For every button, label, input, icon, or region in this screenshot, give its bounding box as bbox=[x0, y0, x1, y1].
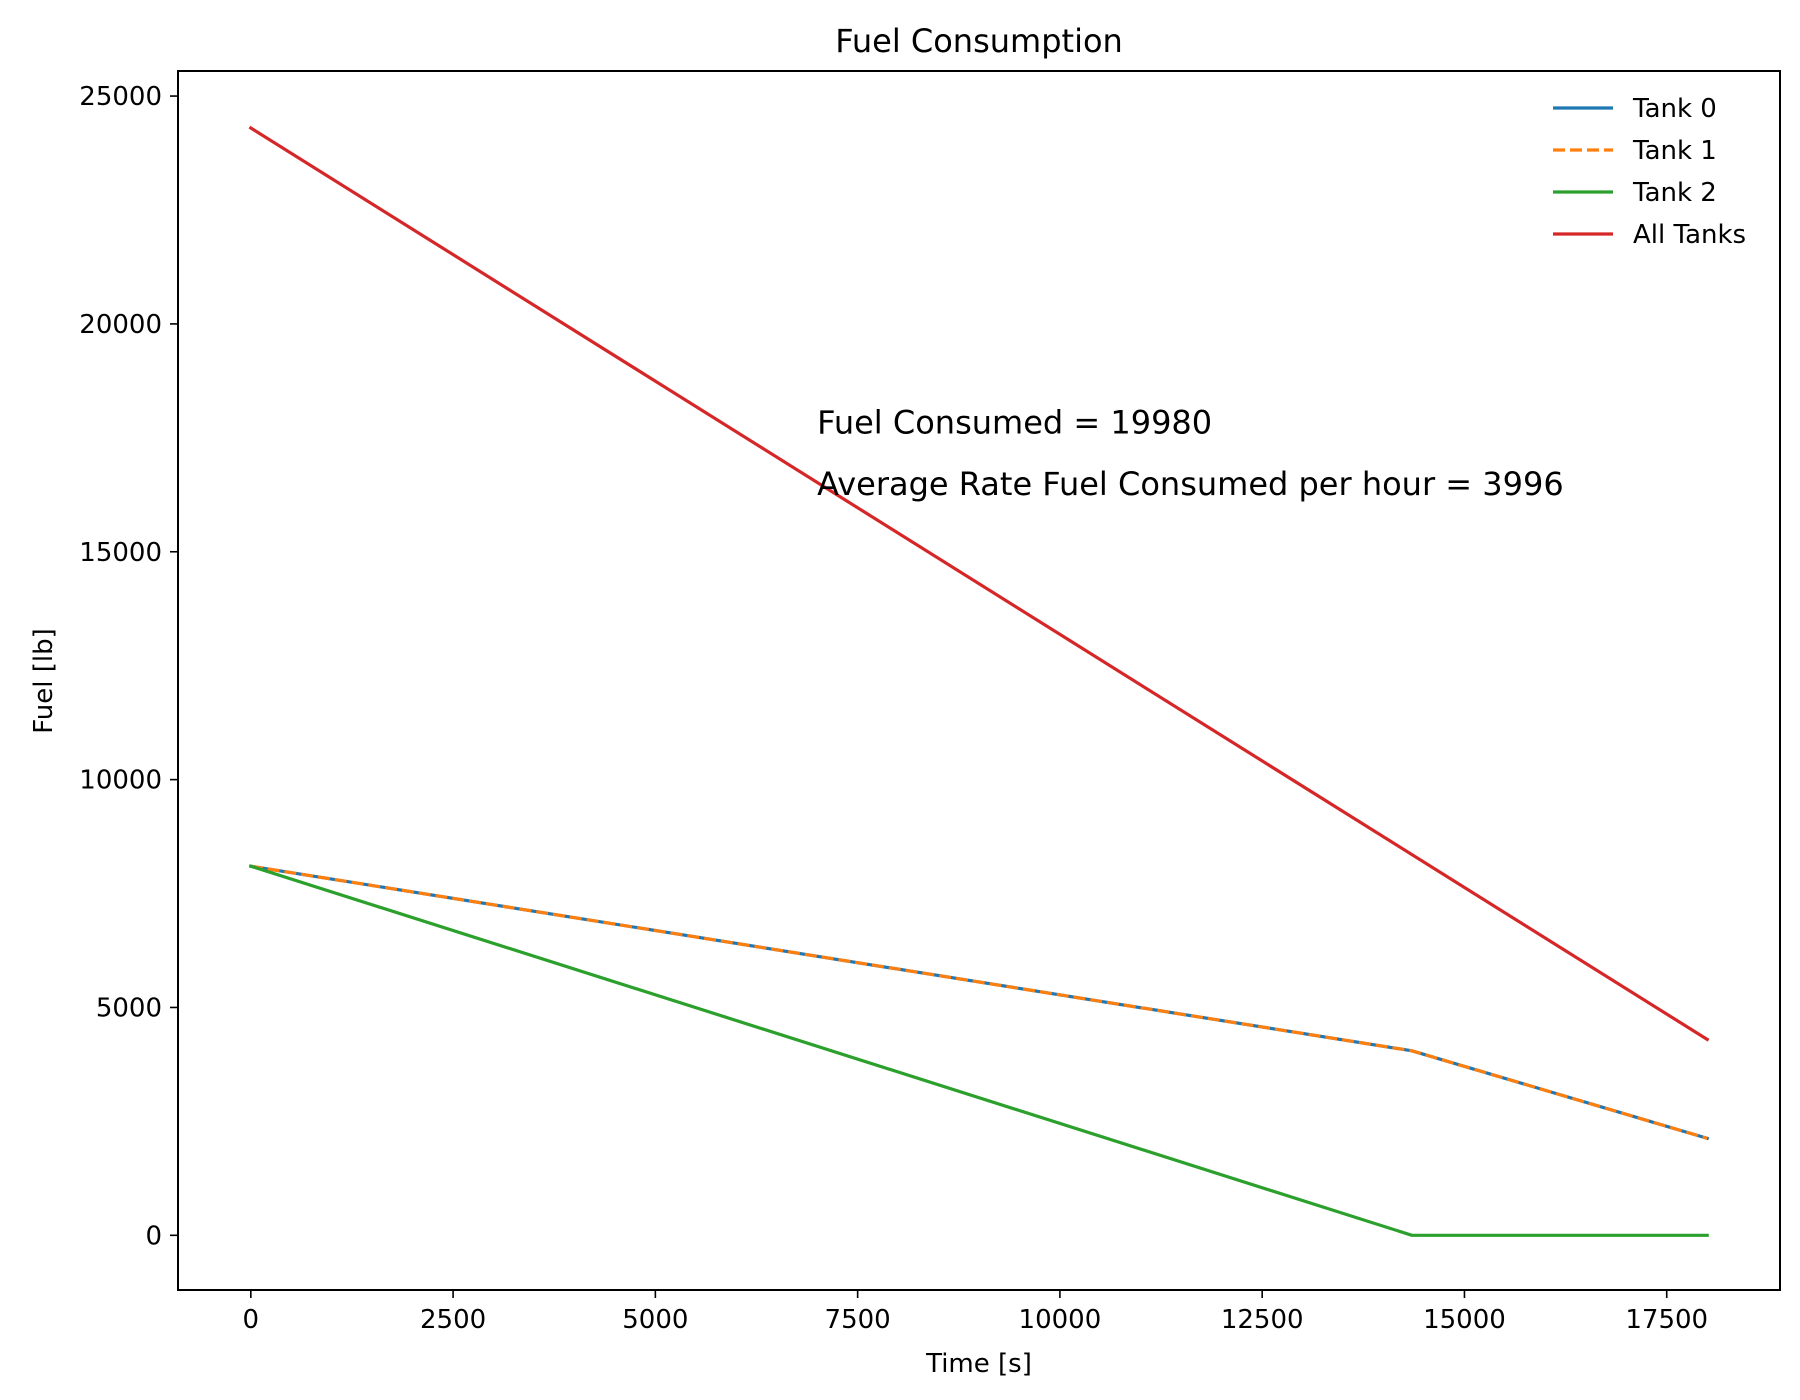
legend-label-tank-2: Tank 2 bbox=[1632, 178, 1717, 208]
x-tick-label: 15000 bbox=[1423, 1305, 1506, 1335]
y-tick-label: 5000 bbox=[96, 993, 162, 1023]
annotation-text: Fuel Consumed = 19980 bbox=[817, 403, 1212, 441]
y-tick-label: 15000 bbox=[79, 538, 162, 568]
x-tick-label: 7500 bbox=[825, 1305, 891, 1335]
y-axis-ticks: 0 5000 10000 15000 20000 25000 bbox=[79, 82, 178, 1251]
x-tick-label: 10000 bbox=[1019, 1305, 1102, 1335]
y-tick-label: 20000 bbox=[79, 310, 162, 340]
plot-content bbox=[248, 125, 1710, 1237]
legend-label-tank-1: Tank 1 bbox=[1632, 136, 1717, 166]
y-axis-label: Fuel [lb] bbox=[29, 628, 59, 734]
x-tick-label: 5000 bbox=[622, 1305, 688, 1335]
x-axis-label: Time [s] bbox=[925, 1349, 1032, 1379]
x-tick-label: 12500 bbox=[1221, 1305, 1304, 1335]
y-tick-label: 10000 bbox=[79, 766, 162, 796]
legend-label-tank-0: Tank 0 bbox=[1632, 94, 1717, 124]
x-tick-label: 17500 bbox=[1625, 1305, 1708, 1335]
y-tick-label: 0 bbox=[145, 1221, 162, 1251]
chart-title: Fuel Consumption bbox=[835, 22, 1123, 60]
legend-label-all-tanks: All Tanks bbox=[1633, 220, 1746, 250]
series-line-tank-1 bbox=[250, 864, 1708, 1140]
series-line-all-tanks bbox=[248, 125, 1710, 1042]
series-line-tank-2 bbox=[248, 864, 1709, 1237]
y-tick-label: 25000 bbox=[79, 82, 162, 112]
x-tick-label: 0 bbox=[243, 1305, 260, 1335]
legend: Tank 0 Tank 1 Tank 2 All Tanks bbox=[1553, 94, 1746, 250]
plot-frame bbox=[177, 70, 1781, 1291]
annotation-text: Average Rate Fuel Consumed per hour = 39… bbox=[817, 465, 1564, 503]
x-tick-label: 2500 bbox=[420, 1305, 486, 1335]
annotations: Fuel Consumed = 19980 Average Rate Fuel C… bbox=[817, 403, 1564, 503]
x-axis-ticks: 0 2500 5000 7500 10000 12500 15000 17500 bbox=[243, 1290, 1708, 1335]
